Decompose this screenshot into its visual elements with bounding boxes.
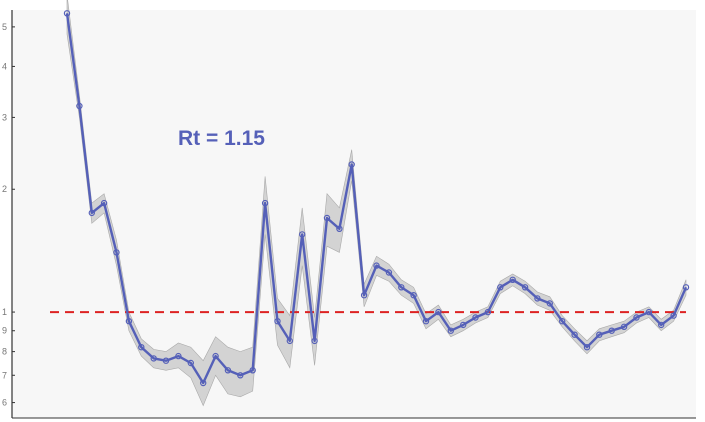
plot-background [12,10,696,418]
series-line [65,13,688,385]
data-point [571,331,578,338]
y-tick-label: 2 [2,184,7,194]
data-point [670,312,677,319]
confidence-band [66,0,687,407]
data-point [385,269,393,276]
data-point [249,367,256,374]
data-point [435,308,442,316]
data-point [237,372,244,379]
data-point [422,318,430,325]
y-tick-label: 3 [2,112,7,122]
data-point [608,327,615,334]
y-tick-label: 7 [2,370,7,380]
data-point [447,327,454,334]
data-point [534,295,541,302]
data-point [88,209,96,217]
series-line-layer [65,13,688,385]
data-point [484,308,492,316]
data-point [497,284,504,291]
y-tick-label: 4 [2,61,7,71]
y-tick-label: 5 [2,22,7,32]
data-point [596,331,603,338]
data-point [583,344,591,351]
y-tick-label: 8 [2,347,7,357]
data-point [150,355,157,362]
data-point [559,318,566,325]
data-point [521,284,529,291]
data-point [113,249,120,256]
data-point [398,284,405,291]
data-point [261,199,269,207]
data-point [63,10,71,17]
data-point [348,161,355,168]
data-point [100,199,108,207]
data-point [311,337,318,345]
confidence-band-layer [66,0,687,407]
data-point [175,352,182,360]
data-point [323,214,331,222]
y-tick-label: 1 [2,307,7,317]
y-tick-label: 6 [2,398,7,408]
data-point [472,314,479,321]
data-point [509,276,516,283]
data-point [410,292,417,299]
data-point [658,321,665,329]
y-axis: 6 7 8 9 1 2 3 4 5 [2,10,15,418]
data-point [645,308,653,316]
data-point [633,314,640,321]
data-point [125,318,133,325]
data-point [199,379,207,387]
data-point [212,352,219,360]
data-point [286,337,293,345]
data-point [373,262,380,269]
data-point [187,359,194,367]
data-point [274,318,281,325]
data-point [546,300,554,307]
data-point-layer [63,10,690,387]
data-point [460,321,467,329]
data-point [336,225,343,232]
data-point [138,344,145,351]
data-point [162,357,170,364]
data-point [620,323,628,330]
y-tick-label: 9 [2,326,7,336]
data-point [76,102,83,110]
rt-annotation: Rt = 1.15 [178,127,265,150]
data-point [224,367,232,374]
data-point [682,284,690,291]
data-point [360,292,368,299]
data-point [299,231,306,238]
